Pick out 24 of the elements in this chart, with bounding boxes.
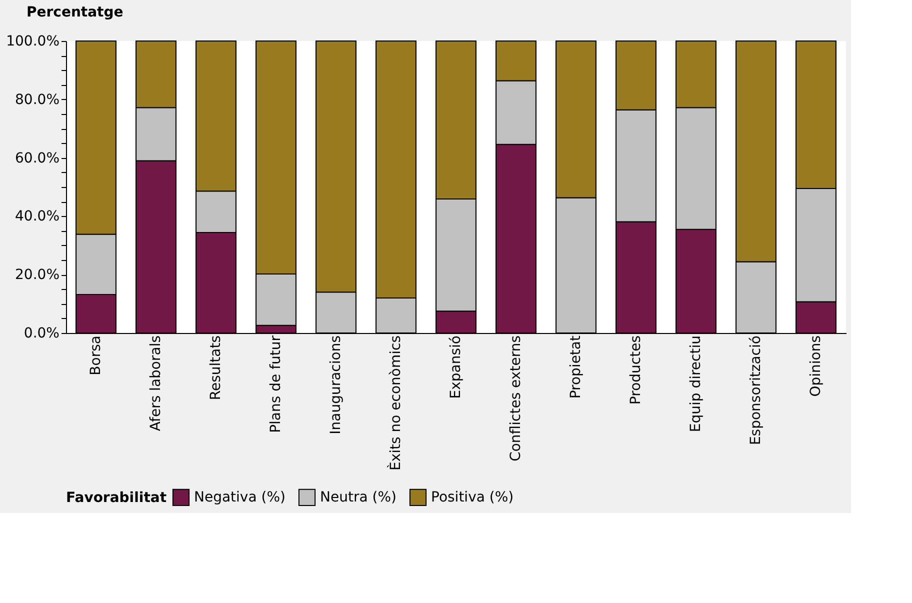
y-tick-label: 20.0% [15,267,60,284]
x-tick-label: Borsa [88,336,104,376]
x-tick-label: Expansió [448,336,464,399]
y-tick-label: 60.0% [15,150,60,166]
y-axis-title: Percentatge [26,4,124,20]
x-tick-label: Afers laborals [148,336,164,432]
legend-label: Neutra (%) [320,489,396,506]
x-tick-label: Esponsorització [748,336,764,446]
y-tick-label: 80.0% [15,92,60,108]
x-tick-label: Èxits no econòmics [387,336,404,470]
x-tick-label: Equip directiu [688,336,704,432]
y-tick-label: 40.0% [15,208,60,225]
x-tick-label: Opinions [808,336,824,397]
x-tick-label: Plans de futur [268,335,284,433]
x-tick-label: Conflictes externs [508,336,524,462]
x-tick-label: Productes [628,336,644,405]
y-tick-label: 100.0% [6,34,60,50]
x-tick-label: Resultats [208,336,224,400]
x-tick-label: Propietat [568,335,584,399]
legend-title: Favorabilitat [66,490,167,506]
x-tick-label: Inauguracions [328,336,344,434]
y-tick-label: 0.0% [24,326,60,342]
legend-label: Negativa (%) [194,489,286,506]
legend-label: Positiva (%) [431,489,514,506]
